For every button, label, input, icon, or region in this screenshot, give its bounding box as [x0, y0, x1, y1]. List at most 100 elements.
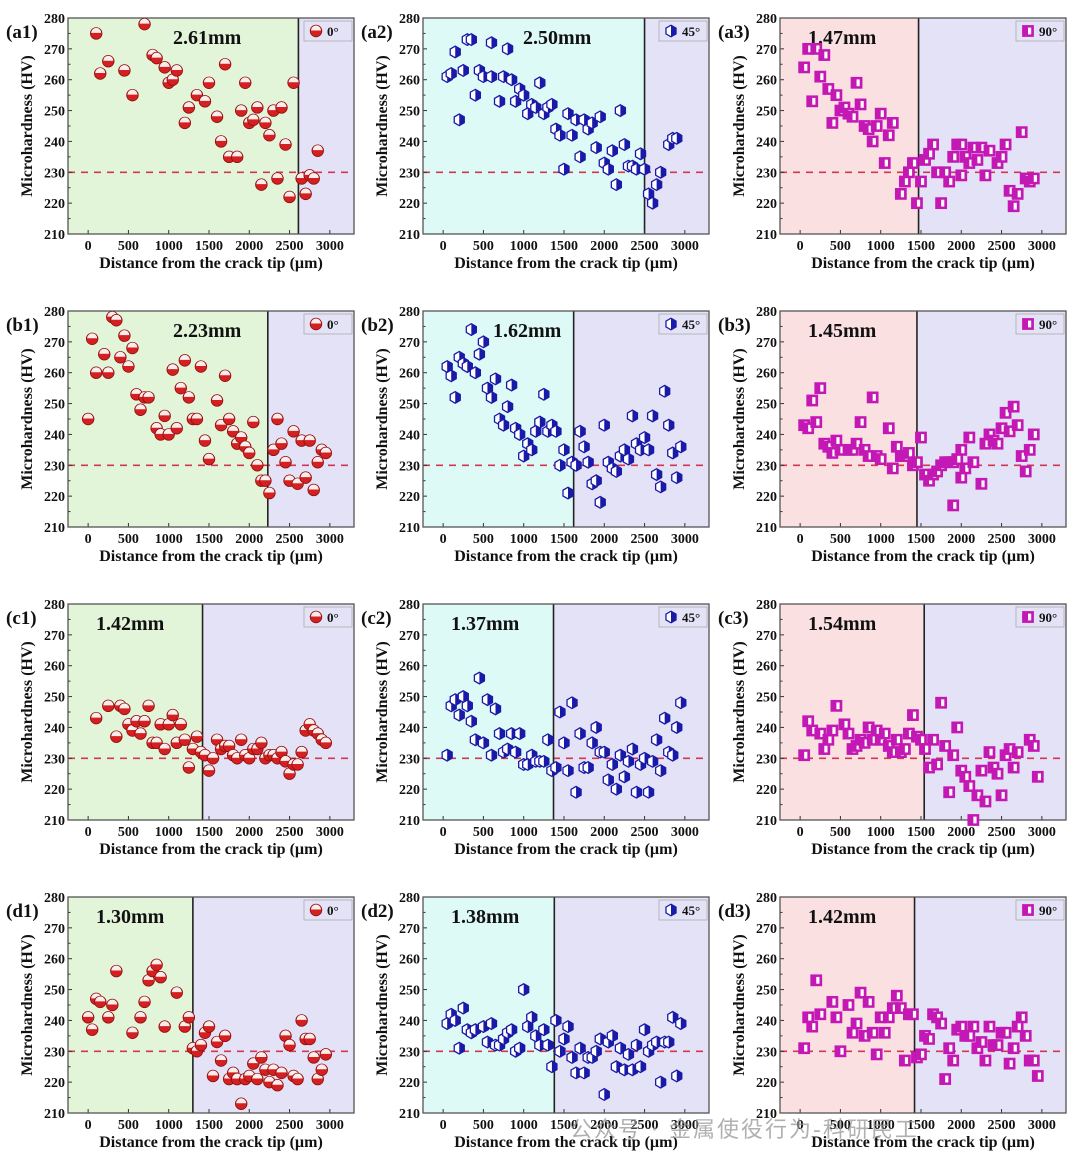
data-point	[251, 101, 264, 114]
x-tick-label: 500	[118, 239, 139, 254]
hexagon-half-fill	[652, 755, 658, 768]
sphere-highlight	[159, 410, 170, 416]
x-tick-label: 2000	[235, 825, 263, 840]
sphere-highlight	[179, 117, 190, 123]
square-highlight	[1001, 424, 1005, 432]
data-point	[814, 70, 827, 83]
data-point	[951, 721, 964, 734]
data-point	[626, 742, 639, 756]
x-tick-label: 3000	[671, 239, 699, 254]
sphere-highlight	[183, 762, 194, 768]
hexagon-half-fill	[671, 904, 677, 916]
sphere-highlight	[143, 391, 154, 397]
hexagon-half-fill	[519, 1042, 525, 1054]
hexagon-half-fill	[604, 419, 610, 431]
square-highlight	[1005, 141, 1009, 148]
hexagon-half-fill	[612, 758, 618, 771]
square-body	[907, 157, 919, 169]
data-point	[634, 147, 647, 161]
square-highlight	[844, 104, 848, 111]
data-point	[947, 499, 960, 512]
sphere-highlight	[183, 1011, 194, 1017]
hexagon-half-fill	[632, 410, 638, 422]
chart-panel-d1: 210 220 230 240 250 260 270 280 0 500 1000 1500 2000…	[6, 891, 355, 1151]
sphere-highlight	[280, 456, 291, 462]
square-highlight	[941, 1020, 945, 1027]
hexagon-half-fill	[640, 147, 646, 160]
legend-marker-icon	[1022, 904, 1034, 916]
square-highlight	[832, 449, 836, 457]
data-point	[818, 49, 831, 61]
x-tick-label: 1000	[510, 1118, 538, 1133]
data-point	[222, 412, 236, 426]
legend-marker-icon	[309, 317, 323, 331]
sphere-highlight	[256, 1051, 267, 1057]
x-tick-label: 3000	[316, 239, 344, 254]
y-tick-label: 270	[44, 629, 65, 644]
data-point	[943, 175, 956, 188]
data-point	[671, 131, 683, 145]
square-highlight	[949, 178, 953, 185]
sphere-highlight	[127, 1027, 138, 1033]
sphere-highlight	[159, 1021, 170, 1027]
y-tick-label: 270	[44, 336, 65, 351]
data-point	[118, 329, 131, 342]
data-point	[303, 434, 316, 447]
right-zone-bg	[554, 897, 709, 1113]
right-zone-bg	[298, 18, 354, 234]
data-point	[493, 727, 506, 741]
square-highlight	[824, 51, 828, 59]
data-point	[939, 740, 952, 752]
data-point	[894, 187, 907, 200]
sphere-highlight	[300, 188, 311, 194]
y-tick-label: 260	[756, 74, 777, 89]
data-point	[134, 403, 147, 416]
square-highlight	[929, 764, 933, 771]
data-point	[834, 1045, 847, 1058]
x-tick-label: 0	[440, 532, 447, 547]
right-zone-bg	[916, 311, 1066, 527]
x-tick-label: 1000	[867, 532, 895, 547]
hexagon-half-fill	[680, 440, 686, 453]
sphere-highlight	[236, 432, 247, 438]
square-highlight	[868, 724, 872, 731]
square-highlight	[880, 110, 884, 118]
data-point	[943, 786, 956, 799]
square-highlight	[973, 144, 977, 151]
data-point	[1015, 1011, 1028, 1024]
left-zone-bg	[68, 897, 193, 1113]
data-point	[590, 1044, 602, 1058]
x-tick-label: 2000	[947, 825, 975, 840]
sphere-highlight	[252, 459, 263, 465]
data-point	[630, 1038, 643, 1052]
data-point	[903, 447, 915, 459]
data-point	[319, 1048, 333, 1061]
legend-label: 45°	[682, 903, 700, 918]
data-point	[202, 76, 216, 90]
left-zone-bg	[423, 604, 554, 820]
data-point	[102, 366, 115, 379]
hexagon-half-fill	[543, 388, 549, 401]
data-point	[102, 699, 115, 713]
data-point	[514, 727, 526, 741]
hexagon-half-fill	[572, 696, 578, 709]
x-tick-label: 2000	[235, 239, 263, 254]
hexagon-half-fill	[547, 733, 553, 746]
hexagon-half-fill	[652, 197, 658, 209]
x-tick-label: 3000	[1028, 239, 1056, 254]
x-tick-label: 500	[118, 825, 139, 840]
hexagon-half-fill	[463, 1002, 469, 1014]
right-zone-bg	[573, 311, 709, 527]
y-tick-label: 230	[399, 166, 420, 181]
square-highlight	[965, 773, 969, 781]
square-highlight	[912, 711, 917, 719]
square-body	[818, 49, 831, 61]
legend-label: 90°	[1039, 903, 1057, 918]
x-tick-label: 500	[830, 532, 851, 547]
y-tick-label: 260	[756, 660, 777, 675]
plot-frame	[422, 17, 710, 235]
x-tick-label: 0	[797, 825, 804, 840]
y-tick-label: 240	[399, 721, 420, 736]
x-tick-label: 0	[440, 1118, 447, 1133]
y-axis-label: Microhardness (HV)	[731, 55, 748, 196]
